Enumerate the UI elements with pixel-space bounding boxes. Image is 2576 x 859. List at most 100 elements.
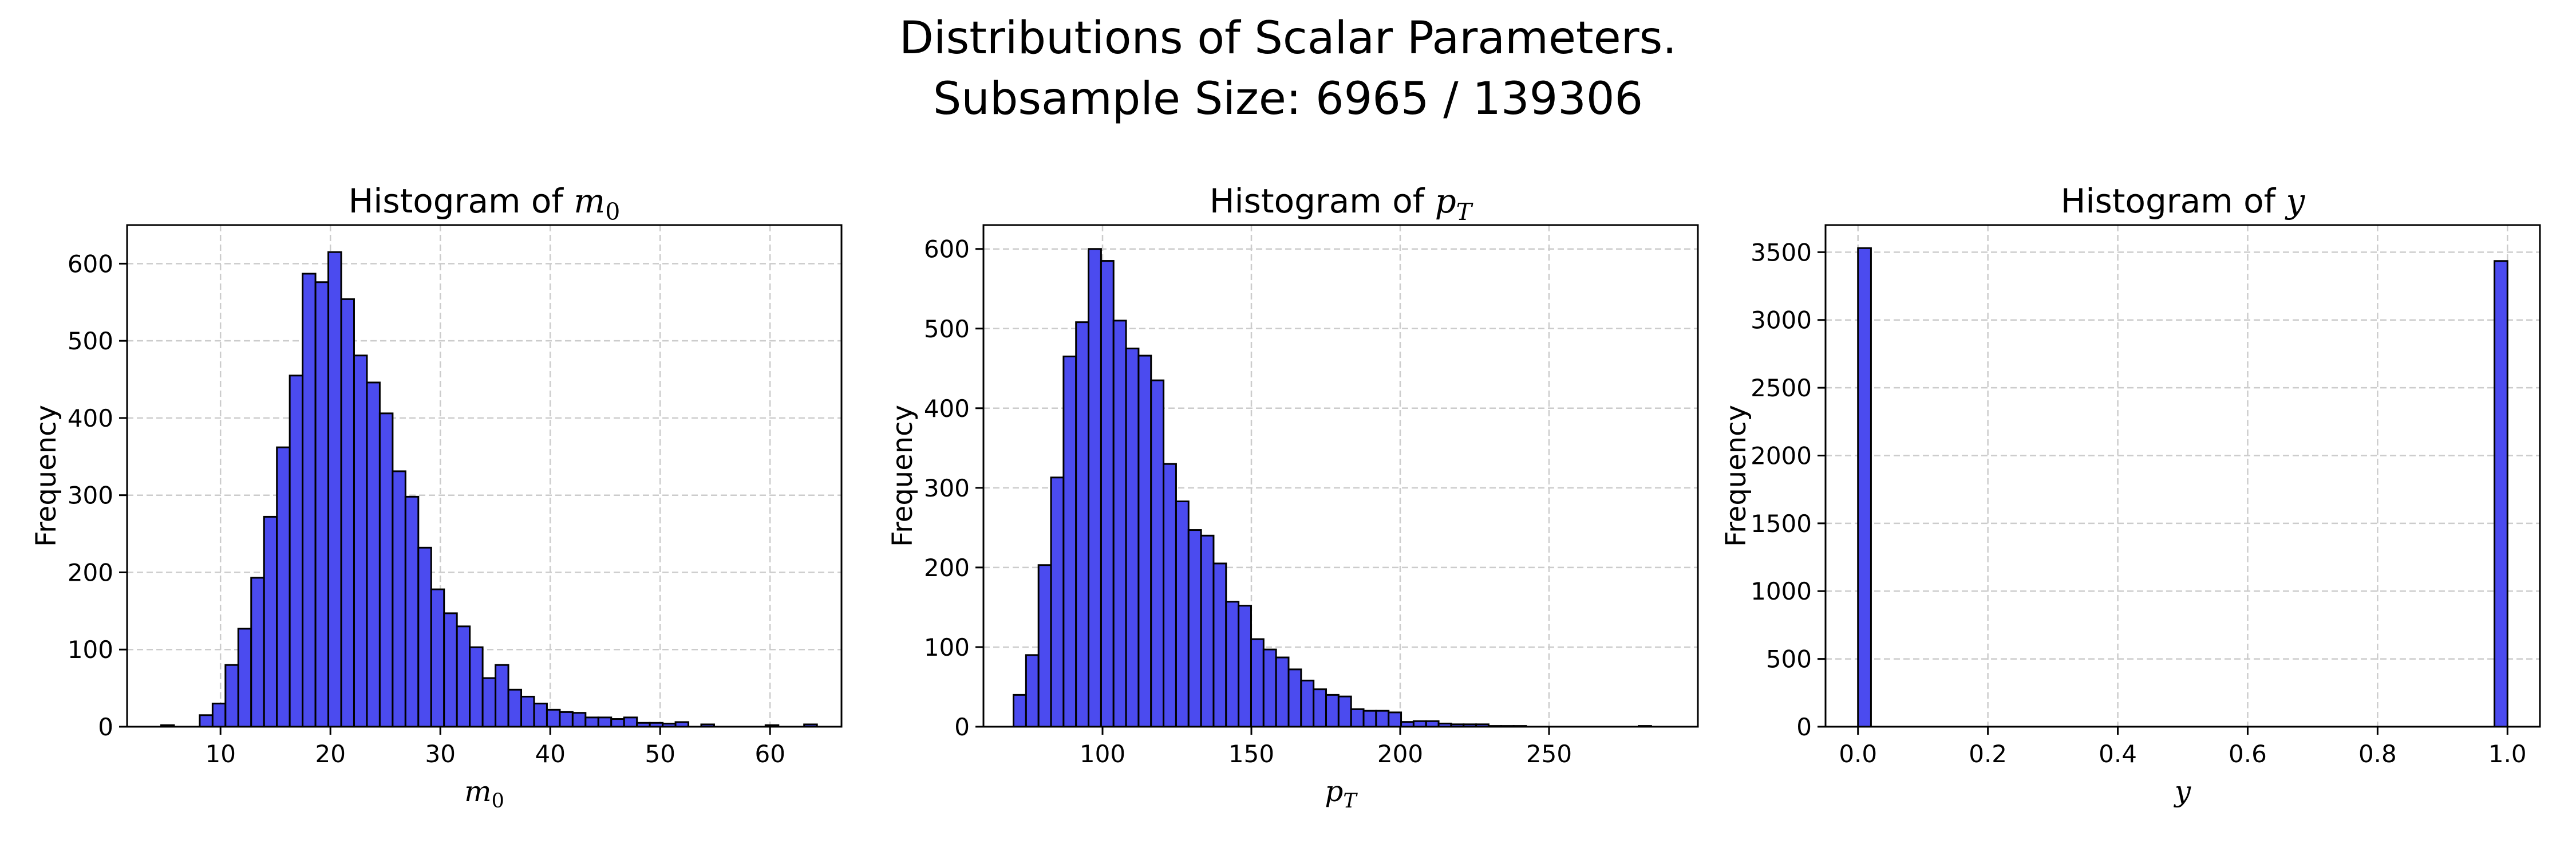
histogram-bar [597, 716, 613, 728]
panel-title-math: y [2284, 182, 2305, 220]
histogram-bar [1037, 564, 1052, 728]
histogram-bar [366, 381, 381, 728]
histogram-bar [1200, 534, 1215, 728]
histogram-bar [1025, 654, 1040, 728]
y-tick-label: 0 [98, 713, 113, 741]
histogram-bar [571, 712, 587, 728]
histogram-bar [430, 588, 445, 728]
histogram-bar [263, 515, 278, 728]
histogram-bars [1857, 247, 2508, 728]
y-tick-label: 400 [68, 404, 113, 432]
histogram-bar [469, 646, 484, 728]
panel-title: Histogram of pT [1210, 182, 1473, 226]
histogram-bar [546, 708, 561, 728]
histogram-bar [533, 703, 548, 728]
histogram-bar [456, 625, 471, 728]
axes-frame [1824, 224, 2541, 728]
histogram-bar [340, 298, 355, 728]
histogram-bar [250, 577, 265, 728]
histogram-bar [1225, 601, 1240, 728]
y-tick-label: 400 [924, 395, 970, 423]
histogram-bar [623, 716, 638, 728]
x-axis-label-sub: T [1343, 790, 1358, 813]
histogram-bar [314, 281, 330, 728]
histogram-bar [378, 412, 394, 728]
figure-suptitle: Distributions of Scalar Parameters. Subs… [0, 8, 2576, 129]
histogram-bars [1013, 248, 1652, 728]
y-tick-label: 1000 [1751, 577, 1812, 605]
histogram-bar [1112, 320, 1127, 728]
y-axis-ticks: 0 100 200 300 400 500 600 [924, 235, 983, 741]
y-tick-label: 1500 [1751, 510, 1812, 538]
histogram-bar [1857, 247, 1872, 728]
panel-title: Histogram of m0 [349, 182, 621, 226]
panel-title-sub: 0 [605, 198, 620, 226]
x-tick-label: 1.0 [2488, 740, 2527, 768]
histogram-bar [1362, 710, 1377, 728]
histogram-bar [1375, 710, 1390, 728]
x-tick-label: 0.0 [1839, 740, 1877, 768]
y-tick-label: 200 [924, 554, 970, 582]
y-axis-label: Frequency [887, 405, 919, 547]
x-axis-label-math: m [464, 775, 491, 808]
y-axis-label: Frequency [30, 405, 62, 547]
y-tick-label: 2500 [1751, 374, 1812, 402]
histogram-bar [1088, 248, 1102, 728]
histogram-bar [1238, 605, 1252, 728]
histogram-bar [404, 495, 420, 728]
axes-frame [126, 224, 843, 728]
grid-lines [127, 225, 841, 728]
y-tick-label: 600 [924, 235, 970, 263]
histogram-bar [224, 664, 239, 728]
y-tick-label: 0 [1796, 713, 1812, 741]
y-tick-label: 300 [924, 474, 970, 502]
histogram-bar [353, 354, 368, 728]
x-tick-label: 0.8 [2358, 740, 2397, 768]
grid-lines [1826, 225, 2540, 728]
panel-title-prefix: Histogram of [349, 182, 574, 220]
histogram-bar [481, 677, 497, 728]
x-axis-ticks: 0.0 0.2 0.4 0.6 0.8 1.0 [1839, 727, 2527, 768]
x-axis-label: m0 [464, 775, 504, 813]
y-tick-label: 500 [1766, 645, 1812, 673]
histogram-bar [237, 628, 252, 728]
histogram-bar [1250, 638, 1265, 728]
y-axis-ticks: 0 100 200 300 400 500 600 [68, 250, 127, 741]
x-tick-label: 30 [425, 740, 455, 768]
histogram-bar [1137, 354, 1152, 728]
y-tick-label: 300 [68, 482, 113, 510]
y-tick-label: 500 [924, 315, 970, 343]
histogram-bar [289, 375, 304, 728]
suptitle-line-1: Distributions of Scalar Parameters. [899, 13, 1677, 64]
x-tick-label: 10 [205, 740, 235, 768]
histogram-bar [1300, 679, 1315, 728]
y-axis-ticks: 0 500 1000 1500 2000 2500 3000 3500 [1751, 238, 1826, 741]
histogram-bar [1125, 348, 1140, 728]
y-tick-label: 100 [68, 636, 113, 664]
panel-title: Histogram of y [2061, 182, 2306, 220]
y-tick-label: 3500 [1751, 238, 1812, 266]
histogram-bar [1350, 708, 1365, 728]
histogram-bar [1013, 693, 1027, 728]
histogram-bar [276, 446, 291, 728]
histogram-bar [443, 612, 458, 728]
x-tick-label: 100 [1080, 740, 1125, 768]
histogram-panel-1: 10 20 30 40 50 600100200300400500600Histogram… [30, 182, 843, 813]
x-tick-label: 20 [315, 740, 345, 768]
histogram-bar [1187, 529, 1202, 728]
histogram-bar [1175, 500, 1190, 728]
histogram-bar [1163, 463, 1177, 728]
histogram-bar [1325, 693, 1340, 728]
histogram-bar [507, 688, 523, 728]
panel-title-prefix: Histogram of [1210, 182, 1435, 220]
histogram-bar [327, 251, 342, 728]
x-tick-label: 0.6 [2229, 740, 2267, 768]
histogram-bar [1275, 656, 1290, 728]
x-tick-label: 150 [1228, 740, 1274, 768]
x-axis-ticks: 100 150 200 250 [1080, 727, 1572, 768]
y-tick-label: 3000 [1751, 306, 1812, 334]
x-tick-label: 200 [1377, 740, 1423, 768]
x-tick-label: 0.2 [1969, 740, 2007, 768]
histogram-bars [160, 251, 818, 728]
